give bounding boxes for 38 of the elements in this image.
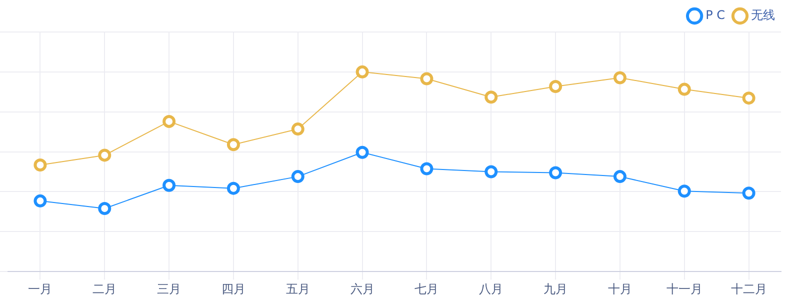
point — [420, 162, 434, 176]
point — [226, 182, 240, 195]
x-tick-label: 十二月 — [730, 282, 767, 296]
point — [549, 80, 562, 94]
point — [549, 166, 562, 180]
point — [742, 186, 756, 200]
point — [34, 158, 47, 172]
point — [98, 148, 112, 162]
point — [226, 138, 240, 152]
x-tick-label: 七月 — [414, 282, 439, 296]
x-tick-label: 五月 — [286, 282, 310, 296]
point — [162, 114, 176, 128]
x-tick-label: 六月 — [350, 282, 374, 296]
point — [356, 65, 369, 78]
x-tick-label: 一月 — [28, 282, 52, 296]
point — [678, 82, 691, 96]
point — [484, 165, 498, 178]
point — [291, 122, 304, 136]
point — [162, 178, 176, 192]
x-tick-label: 二月 — [92, 282, 117, 296]
point — [98, 202, 112, 216]
x-tick-label: 十一月 — [666, 282, 702, 296]
legend-label: P C — [706, 8, 726, 22]
x-tick-label: 十月 — [608, 282, 632, 296]
point — [613, 170, 626, 184]
x-tick-label: 三月 — [157, 282, 182, 296]
point — [742, 92, 756, 105]
legend-label: 无线 — [751, 8, 775, 22]
x-tick-label: 八月 — [479, 282, 504, 296]
point — [678, 184, 691, 198]
point — [420, 72, 434, 86]
point — [484, 90, 498, 104]
point — [34, 194, 47, 208]
point — [291, 170, 304, 184]
x-tick-label: 九月 — [544, 282, 568, 296]
point — [613, 71, 626, 84]
point — [356, 146, 369, 159]
x-tick-label: 四月 — [221, 282, 246, 296]
